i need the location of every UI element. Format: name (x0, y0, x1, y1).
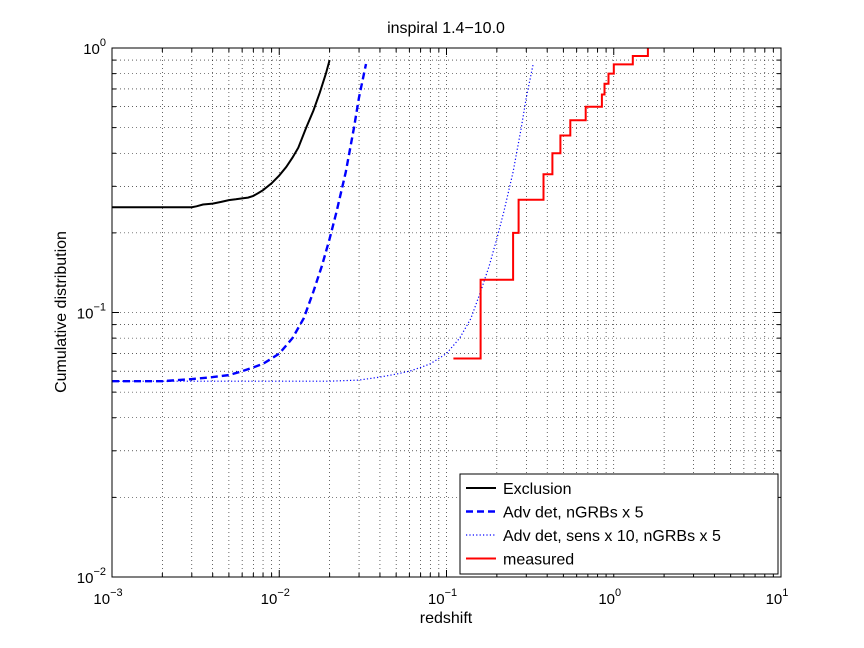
x-tick-base: 10 (261, 591, 278, 608)
series-line-4 (453, 48, 649, 360)
legend-box (459, 473, 779, 575)
y-axis-label: Cumulative distribution (53, 231, 70, 393)
axis-ticks (111, 47, 782, 578)
x-tick-label: 10−2 (261, 587, 290, 608)
x-tick-base: 10 (93, 591, 110, 608)
x-tick-exponent: −2 (277, 587, 290, 599)
series-line-2 (112, 63, 368, 383)
x-tick-base: 10 (598, 591, 615, 608)
y-tick-exponent: 0 (100, 37, 106, 49)
y-tick-label: 100 (83, 37, 106, 58)
x-tick-label: 10−1 (428, 587, 457, 608)
x-tick-label: 100 (598, 587, 621, 608)
x-tick-exponent: 1 (782, 587, 788, 599)
y-tick-base: 10 (77, 570, 94, 587)
legend-label-3: Adv det, sens x 10, nGRBs x 5 (503, 528, 721, 545)
y-tick-base: 10 (83, 41, 100, 58)
legend: Exclusion Adv det, nGRBs x 5 Adv det, sens… (459, 473, 779, 575)
x-tick-base: 10 (766, 591, 783, 608)
x-axis-label: redshift (420, 610, 473, 627)
legend-label-4: measured (503, 552, 574, 569)
y-tick-base: 10 (77, 306, 94, 323)
y-tick-exponent: −1 (93, 302, 106, 314)
x-tick-base: 10 (428, 591, 445, 608)
x-tick-exponent: −3 (110, 587, 123, 599)
series-line-1 (112, 59, 331, 209)
x-tick-label: 101 (766, 587, 789, 608)
y-tick-exponent: −2 (93, 566, 106, 578)
legend-label-2: Adv det, nGRBs x 5 (503, 505, 644, 522)
x-tick-exponent: −1 (445, 587, 458, 599)
series-layer (112, 48, 649, 383)
y-tick-label: 10−2 (77, 566, 106, 587)
chart-title: inspiral 1.4−10.0 (387, 20, 505, 37)
x-tick-label: 10−3 (93, 587, 122, 608)
y-tick-label: 10−1 (77, 302, 106, 323)
x-tick-exponent: 0 (615, 587, 621, 599)
legend-label-1: Exclusion (503, 481, 571, 498)
